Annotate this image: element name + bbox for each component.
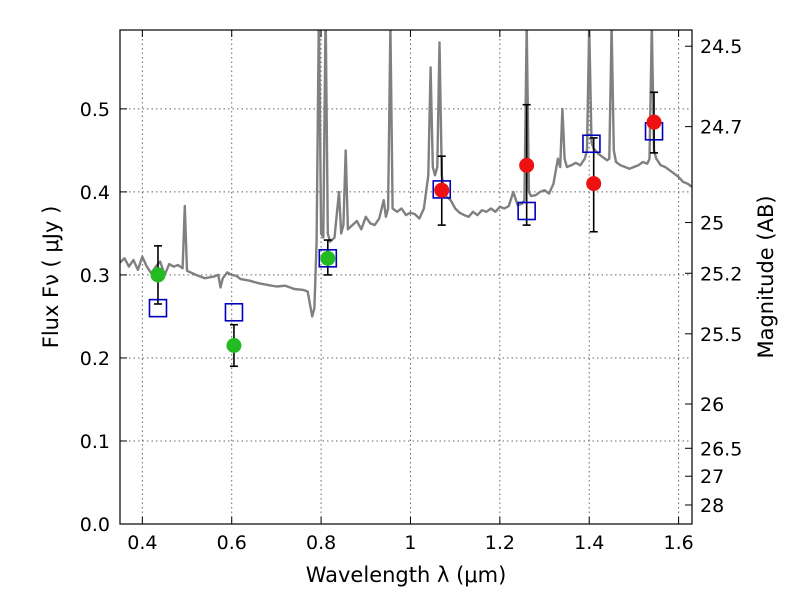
nir-point: [519, 157, 535, 173]
model-point: [432, 180, 452, 199]
optical-point: [226, 337, 242, 353]
y-axis-label: Flux Fν ( μJy ): [39, 206, 63, 349]
nir-point: [586, 176, 602, 192]
mag-tick-label: 25: [700, 213, 724, 235]
mag-tick-label: 26.5: [700, 438, 742, 460]
model-point: [517, 201, 536, 221]
x-tick-label: 1.2: [485, 532, 515, 554]
nir-point: [434, 182, 450, 198]
y-tick-label: 0.1: [80, 431, 110, 453]
optical-point: [150, 267, 166, 283]
model-points: [148, 121, 664, 322]
photometry-points: [150, 114, 662, 353]
y-tick-label: 0.5: [80, 99, 110, 121]
x-tick-label: 1: [404, 532, 416, 554]
model-point: [224, 302, 244, 322]
ticks: 0.4 0.6 0.8 1 1.2 1.4 1.6 0.0 0.1 0.2 0.3 0.4 0.5 24.…: [80, 30, 742, 554]
x-tick-label: 1.6: [663, 532, 693, 554]
y-tick-label: 0.2: [80, 348, 110, 370]
mag-tick-label: 25.2: [700, 263, 742, 285]
x-tick-label: 0.8: [306, 532, 336, 554]
spectrum-line: [120, 30, 692, 318]
mag-tick-label: 25.5: [700, 324, 742, 346]
spectrum-series: [120, 30, 692, 318]
x-axis-label: Wavelength λ (μm): [306, 563, 507, 587]
x-tick-label: 0.4: [127, 532, 157, 554]
y2-axis-label: Magnitude (AB): [754, 195, 778, 358]
plot-frame: [119, 29, 693, 525]
mag-tick-label: 26: [700, 394, 724, 416]
x-tick-label: 1.4: [574, 532, 604, 554]
model-point: [582, 134, 601, 154]
y-tick-label: 0.0: [80, 514, 110, 536]
mag-tick-label: 24.5: [700, 36, 742, 58]
optical-point: [320, 250, 336, 266]
mag-tick-label: 27: [700, 466, 724, 488]
y-tick-label: 0.4: [80, 182, 110, 204]
nir-point: [646, 114, 662, 130]
y-tick-label: 0.3: [80, 265, 110, 287]
model-point: [318, 249, 338, 268]
errorbars: [153, 91, 659, 368]
model-point: [148, 298, 168, 318]
mag-tick-label: 28: [700, 495, 724, 517]
x-tick-label: 0.6: [217, 532, 247, 554]
mag-tick-label: 24.7: [700, 117, 742, 139]
